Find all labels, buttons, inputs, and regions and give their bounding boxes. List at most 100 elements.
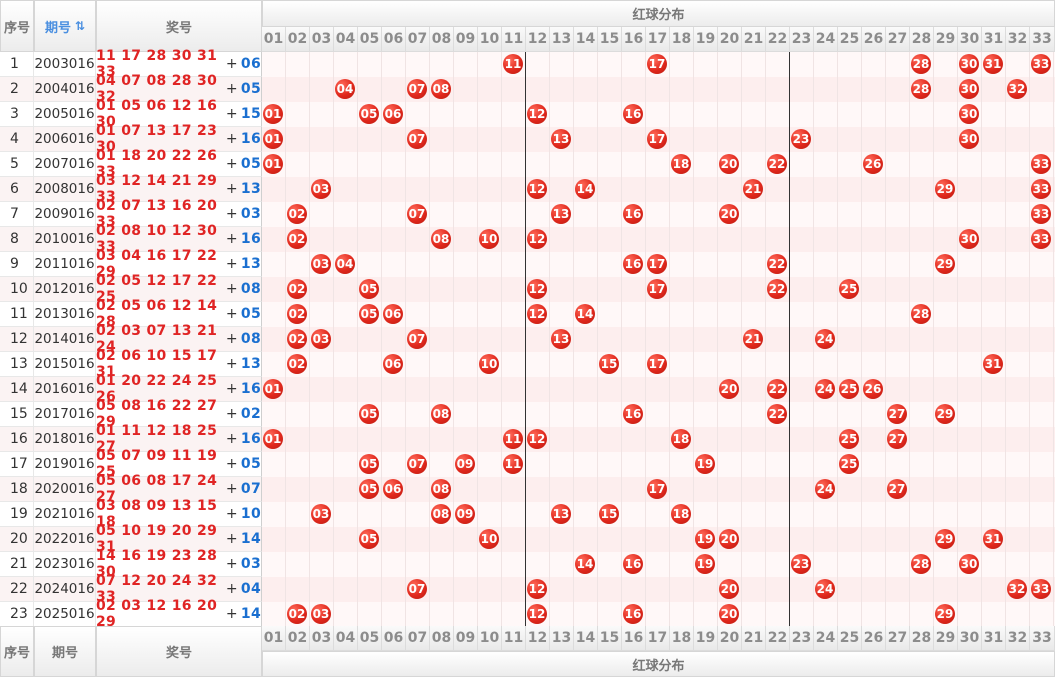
grid-cell (934, 502, 958, 527)
row-winning-numbers: 01 05 06 12 16 30 +15 (96, 98, 262, 130)
row-period: 2009016 (34, 202, 96, 227)
grid-cell (718, 327, 742, 352)
column-number-header: 16 (622, 27, 646, 52)
grid-cell (310, 377, 334, 402)
grid-cell (622, 477, 646, 502)
column-number-footer: 25 (838, 626, 862, 651)
table-row: 21 2023016 14 16 19 23 28 30 +03 14 16 19 23 28 3… (0, 548, 1055, 580)
grid-cell (814, 202, 838, 227)
grid-cell (430, 402, 454, 427)
grid-cell (622, 177, 646, 202)
grid-cell (646, 177, 670, 202)
red-ball: 17 (647, 54, 667, 74)
grid-cell (334, 127, 358, 152)
grid-cell (694, 577, 718, 602)
grid-cell (838, 427, 862, 452)
grid-cell (934, 602, 958, 627)
red-ball: 18 (671, 154, 691, 174)
row-index: 20 (0, 527, 34, 552)
grid-cell (718, 52, 742, 77)
grid-cell (550, 527, 574, 552)
grid-cell (742, 102, 766, 127)
red-ball: 30 (959, 54, 979, 74)
grid-cell (1006, 402, 1030, 427)
grid-cell (910, 77, 934, 102)
red-distribution-grid: 01 05 06 12 16 30 (262, 102, 1055, 127)
red-ball: 01 (263, 379, 283, 399)
grid-cell (1006, 377, 1030, 402)
grid-cell (814, 52, 838, 77)
red-ball: 21 (743, 329, 763, 349)
row-index: 14 (0, 377, 34, 402)
red-ball: 01 (263, 429, 283, 449)
grid-cell (382, 302, 406, 327)
grid-cell (1006, 202, 1030, 227)
grid-cell (622, 427, 646, 452)
grid-cell (886, 102, 910, 127)
grid-cell (310, 477, 334, 502)
red-numbers: 02 05 12 17 22 25 (96, 273, 218, 305)
grid-cell (478, 252, 502, 277)
grid-cell (1030, 377, 1054, 402)
red-ball: 22 (767, 404, 787, 424)
grid-cell (670, 377, 694, 402)
grid-cell (790, 77, 814, 102)
grid-cell (838, 502, 862, 527)
grid-cell (406, 127, 430, 152)
grid-cell (286, 127, 310, 152)
red-ball: 13 (551, 329, 571, 349)
grid-cell (814, 127, 838, 152)
table-row: 3 2005016 01 05 06 12 16 30 +15 01 05 06 12 16 30 (0, 98, 1055, 130)
grid-cell (982, 327, 1006, 352)
red-distribution-grid: 02 05 06 12 14 28 (262, 302, 1055, 327)
red-ball: 13 (551, 504, 571, 524)
table-row: 15 2017016 05 08 16 22 27 29 +02 05 08 16 22 27 2… (0, 398, 1055, 430)
row-index: 17 (0, 452, 34, 477)
grid-cell (478, 477, 502, 502)
grid-cell (718, 477, 742, 502)
column-number-footer: 12 (526, 626, 550, 651)
grid-cell (1006, 52, 1030, 77)
grid-cell (502, 227, 526, 252)
grid-cell (670, 302, 694, 327)
grid-cell (1006, 577, 1030, 602)
red-ball: 17 (647, 129, 667, 149)
grid-cell (670, 402, 694, 427)
grid-cell (502, 152, 526, 177)
grid-cell (478, 277, 502, 302)
grid-cell (502, 102, 526, 127)
sort-icon[interactable]: ⇅ (74, 19, 86, 33)
grid-cell (310, 302, 334, 327)
plus-sign: + (225, 306, 238, 322)
grid-cell (622, 202, 646, 227)
grid-cell (862, 477, 886, 502)
header-period-sort[interactable]: 期号 ⇅ (34, 0, 96, 52)
grid-cell (838, 577, 862, 602)
grid-cell (886, 152, 910, 177)
grid-cell (454, 127, 478, 152)
grid-cell (814, 252, 838, 277)
grid-cell (478, 327, 502, 352)
red-ball: 19 (695, 529, 715, 549)
red-ball: 01 (263, 154, 283, 174)
grid-cell (982, 427, 1006, 452)
grid-cell (718, 427, 742, 452)
grid-cell (574, 227, 598, 252)
column-number-footer: 24 (814, 626, 838, 651)
grid-cell (358, 577, 382, 602)
grid-cell (766, 227, 790, 252)
grid-cell (550, 602, 574, 627)
grid-cell (574, 602, 598, 627)
grid-cell (310, 152, 334, 177)
grid-cell (526, 477, 550, 502)
grid-cell (406, 452, 430, 477)
blue-number: 13 (240, 356, 261, 372)
table-row: 9 2011016 03 04 16 17 22 29 +13 03 04 16 17 22 29 (0, 248, 1055, 280)
column-number-header: 19 (694, 27, 718, 52)
grid-cell (598, 452, 622, 477)
grid-cell (334, 602, 358, 627)
red-ball: 16 (623, 604, 643, 624)
grid-cell (358, 377, 382, 402)
column-number-header: 15 (598, 27, 622, 52)
red-ball: 30 (959, 554, 979, 574)
